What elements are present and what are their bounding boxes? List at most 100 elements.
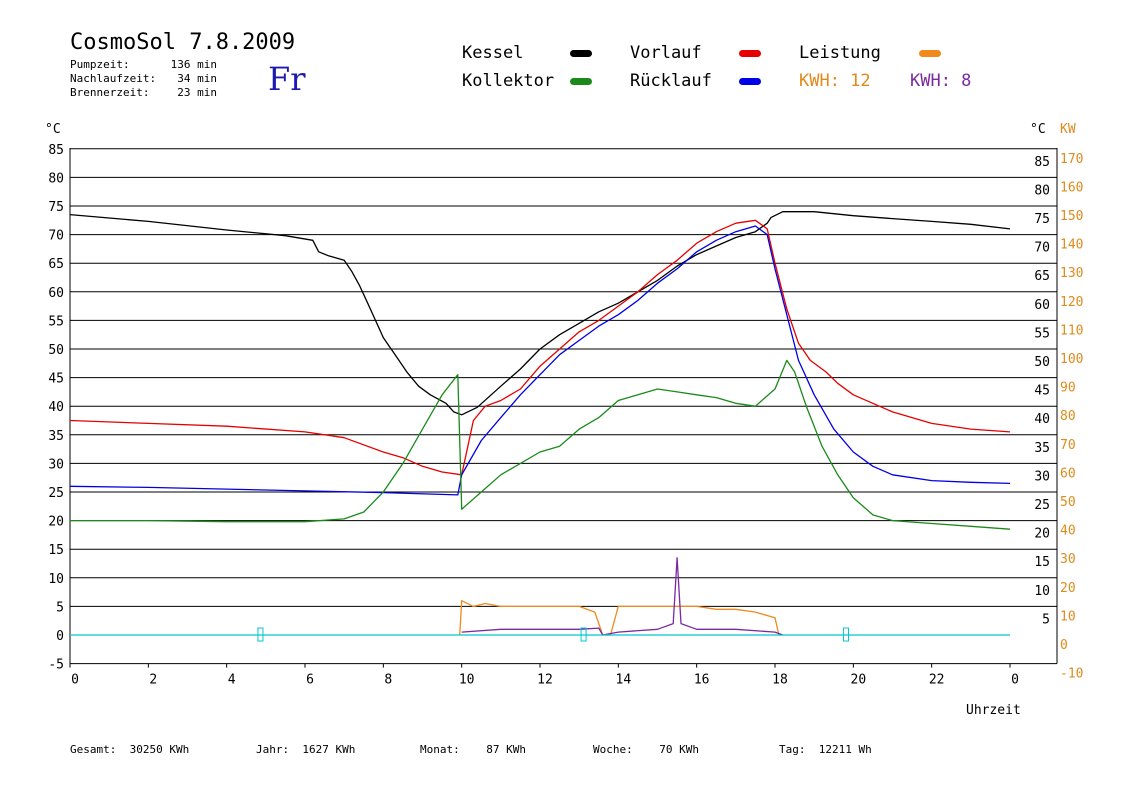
y-tick-right-kw: 30 [1060,552,1076,567]
legend-leistung-swatch [919,50,941,57]
y-tick-right-kw: 50 [1060,495,1076,510]
y-tick-right-c: 85 [1034,155,1050,170]
y-tick-right-c: 50 [1034,355,1050,370]
info-value-pumpzeit: 136 min [170,58,217,71]
y-tick-left: 60 [48,286,64,301]
y-tick-right-kw: 130 [1060,266,1083,281]
pump-marker [843,627,849,642]
info-label-pumpzeit: Pumpzeit: [70,58,130,71]
y-tick-left: 15 [48,543,64,558]
pump-marker [257,627,264,642]
x-tick-label: 14 [616,673,632,688]
y-tick-right-kw: 70 [1060,438,1076,453]
y-tick-left: 70 [48,229,64,244]
y-tick-right-kw: -10 [1060,667,1083,682]
y-tick-left: 5 [56,600,64,615]
y-tick-left: 30 [48,457,64,472]
y-tick-right-kw: 150 [1060,209,1083,224]
y-tick-right-kw: 140 [1060,238,1083,253]
series-line-kwh [461,557,784,636]
y-tick-right-c: 25 [1034,498,1050,513]
chart-title: CosmoSol 7.8.2009 [70,30,296,55]
y-tick-right-c: 65 [1034,269,1050,284]
y-tick-right-kw: 100 [1060,352,1083,367]
legend-vorlauf-label: Vorlauf [630,43,702,63]
y-tick-left: 45 [48,372,64,387]
y-tick-right-kw: 120 [1060,295,1083,310]
y-tick-left: 80 [48,171,64,186]
footer-gesamt: Gesamt: 30250 KWh [70,743,190,756]
x-tick-label: 10 [459,673,475,688]
series-line-kessel [69,211,1011,416]
y-tick-right-kw: 60 [1060,466,1076,481]
x-tick-label: 0 [71,673,79,688]
y-tick-right-c: 30 [1034,469,1050,484]
left-unit-label: °C [45,122,61,137]
y-tick-right-c: 55 [1034,326,1050,341]
y-tick-left: 35 [48,429,64,444]
y-tick-right-kw: 80 [1060,409,1076,424]
tick-labels: 8580757065605550454035302520151050-58580… [48,143,1083,688]
x-tick-label: 22 [929,673,945,688]
y-tick-right-kw: 90 [1060,381,1076,396]
right-unit-kw-label: KW [1060,122,1076,137]
legend-ruecklauf-label: Rücklauf [630,71,712,91]
legend-ruecklauf-swatch [739,78,761,85]
y-tick-right-kw: 40 [1060,524,1076,539]
right-unit-c-label: °C [1030,122,1046,137]
weekday-label: Fr [268,60,306,98]
y-tick-right-c: 80 [1034,183,1050,198]
y-tick-right-kw: 10 [1060,609,1076,624]
y-tick-right-c: 20 [1034,527,1050,542]
info-value-brennerzeit: 23 min [177,86,217,99]
x-tick-label: 2 [149,673,157,688]
y-tick-left: 10 [48,572,64,587]
y-tick-right-c: 75 [1034,212,1050,227]
y-tick-right-kw: 20 [1060,581,1076,596]
info-label-brennerzeit: Brennerzeit: [70,86,150,99]
x-axis-label: Uhrzeit [966,703,1021,718]
y-tick-left: 20 [48,515,64,530]
series-lines [69,211,1011,642]
y-tick-right-c: 15 [1034,555,1050,570]
y-tick-right-c: 45 [1034,384,1050,399]
y-tick-right-c: 60 [1034,298,1050,313]
x-tick-label: 8 [384,673,392,688]
series-line-vorlauf [69,219,1011,476]
y-tick-left: 75 [48,200,64,215]
legend-kessel-label: Kessel [462,43,524,63]
y-tick-right-kw: 170 [1060,152,1083,167]
legend-kwh-orange: KWH: 12 [799,71,871,91]
legend-kollektor-label: Kollektor [462,71,555,91]
footer-tag: Tag: 12211 Wh [779,743,872,756]
x-tick-label: 16 [694,673,710,688]
legend-vorlauf-swatch [739,50,761,57]
y-tick-right-c: 40 [1034,412,1050,427]
y-tick-left: 50 [48,343,64,358]
series-line-r-cklauf [69,225,1011,496]
y-tick-left: 55 [48,314,64,329]
y-tick-left: 40 [48,400,64,415]
x-tick-label: 18 [772,673,788,688]
y-tick-left: 25 [48,486,64,501]
grid-lines [69,148,1058,668]
info-label-nachlaufzeit: Nachlaufzeit: [70,72,157,85]
x-tick-label: 6 [306,673,314,688]
legend-kwh-purple: KWH: 8 [910,71,972,91]
series-line-kollektor [70,359,1011,530]
y-tick-right-c: 70 [1034,241,1050,256]
y-tick-left: 0 [56,629,64,644]
y-tick-right-c: 10 [1034,584,1050,599]
legend-leistung-label: Leistung [799,43,881,63]
footer-woche: Woche: 70 KWh [593,743,699,756]
x-tick-label: 4 [228,673,236,688]
y-tick-left: 85 [48,143,64,158]
y-tick-right-kw: 0 [1060,638,1068,653]
info-value-nachlaufzeit: 34 min [177,72,217,85]
y-tick-right-c: 5 [1042,612,1050,627]
y-tick-right-kw: 160 [1060,180,1083,195]
y-tick-right-c: 35 [1034,441,1050,456]
footer-jahr: Jahr: 1627 KWh [256,743,356,756]
y-tick-right-kw: 110 [1060,323,1083,338]
